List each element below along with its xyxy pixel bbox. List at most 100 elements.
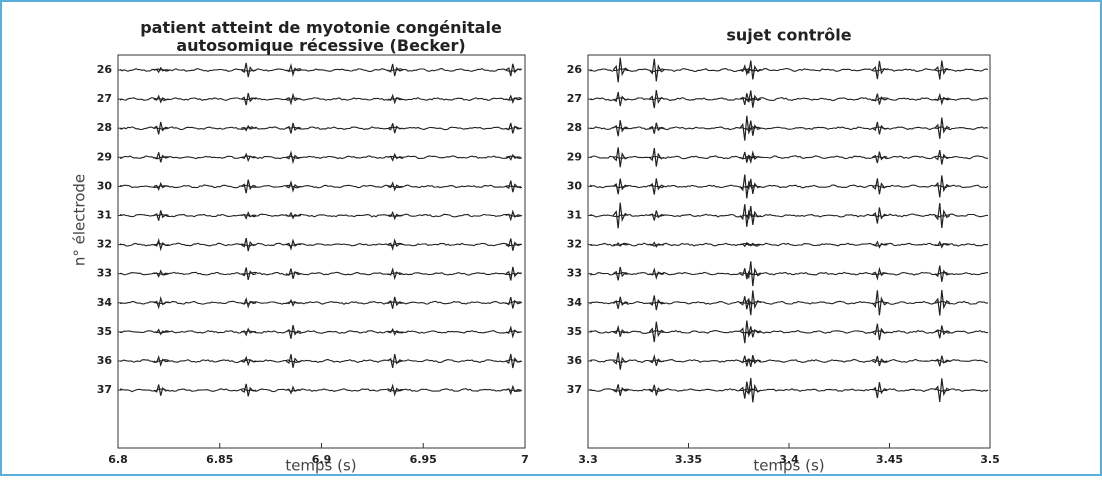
y-tick-label: 32 xyxy=(567,238,582,251)
discharge xyxy=(505,353,522,369)
y-tick-label: 37 xyxy=(567,383,582,396)
discharge xyxy=(872,207,888,224)
discharge xyxy=(745,150,761,165)
discharge xyxy=(241,327,257,337)
x-tick-label: 7 xyxy=(521,453,529,466)
discharge xyxy=(505,122,521,134)
discharge xyxy=(934,240,950,249)
discharge xyxy=(153,94,169,104)
chart-title: patient atteint de myotonie congénitale a… xyxy=(140,18,502,55)
discharge xyxy=(745,261,762,287)
y-tick-label: 26 xyxy=(567,63,583,76)
y-tick-label: 31 xyxy=(97,209,112,222)
discharge xyxy=(649,241,665,248)
y-tick-label: 34 xyxy=(97,296,113,309)
discharge xyxy=(934,60,951,80)
discharge xyxy=(872,151,888,164)
discharge xyxy=(612,178,629,195)
discharge xyxy=(153,355,169,368)
trace xyxy=(119,329,523,334)
trace xyxy=(119,213,523,218)
trace xyxy=(119,271,523,276)
trace xyxy=(589,388,989,393)
trace xyxy=(119,184,522,189)
trace xyxy=(589,242,989,247)
trace xyxy=(589,271,988,276)
discharge xyxy=(872,178,888,195)
discharge xyxy=(505,153,521,161)
discharge xyxy=(505,209,521,222)
title-line: patient atteint de myotonie congénitale xyxy=(140,18,502,37)
discharge xyxy=(505,63,521,77)
discharge xyxy=(153,152,169,163)
discharge xyxy=(934,325,950,339)
trace xyxy=(119,300,523,305)
discharge xyxy=(745,206,762,225)
x-axis-label: temps (s) xyxy=(285,457,356,475)
x-tick-label: 3.45 xyxy=(876,453,903,466)
discharge xyxy=(505,325,521,339)
y-tick-label: 27 xyxy=(567,92,582,105)
x-tick-label: 6.8 xyxy=(108,453,128,466)
discharge xyxy=(387,123,403,134)
trace xyxy=(119,242,522,247)
discharge xyxy=(285,92,302,106)
discharge xyxy=(387,152,403,162)
discharge xyxy=(612,296,629,309)
discharge xyxy=(648,178,665,195)
x-tick-label: 3.4 xyxy=(779,453,799,466)
x-tick-label: 3.5 xyxy=(980,453,1000,466)
trace xyxy=(589,213,989,218)
discharge xyxy=(872,240,888,249)
discharge xyxy=(153,238,169,252)
discharge xyxy=(153,328,169,336)
discharge xyxy=(285,180,302,193)
title-line: autosomique récessive (Becker) xyxy=(176,36,465,55)
discharge xyxy=(612,324,629,337)
x-tick-label: 6.85 xyxy=(206,453,233,466)
y-tick-label: 27 xyxy=(97,92,112,105)
discharge xyxy=(934,355,950,367)
discharge xyxy=(505,94,521,104)
trace xyxy=(589,184,989,189)
discharge xyxy=(285,62,302,78)
discharge xyxy=(285,324,302,339)
discharge xyxy=(387,327,403,336)
chart-title: sujet contrôle xyxy=(726,26,851,45)
discharge xyxy=(240,297,257,309)
discharge xyxy=(387,296,403,309)
discharge xyxy=(745,326,761,338)
discharge xyxy=(387,383,403,397)
discharge xyxy=(612,352,629,370)
discharge xyxy=(241,124,257,132)
discharge xyxy=(153,384,169,396)
discharge xyxy=(934,117,951,139)
discharge xyxy=(285,211,302,220)
discharge xyxy=(387,210,403,221)
discharge xyxy=(745,377,762,403)
discharge xyxy=(648,321,665,343)
discharge xyxy=(934,175,951,198)
x-tick-label: 6.9 xyxy=(312,453,332,466)
discharge xyxy=(612,202,629,229)
discharge xyxy=(153,296,169,310)
discharge xyxy=(649,384,665,396)
discharge xyxy=(285,385,302,395)
y-tick-label: 28 xyxy=(97,121,112,134)
discharge xyxy=(153,269,169,278)
y-tick-label: 34 xyxy=(567,296,583,309)
y-axis-label: n° électrode xyxy=(71,174,89,266)
discharge xyxy=(745,120,762,136)
trace xyxy=(119,388,523,393)
y-tick-label: 36 xyxy=(97,354,113,367)
discharge xyxy=(745,90,762,108)
discharge xyxy=(285,354,302,368)
discharge xyxy=(241,152,257,163)
discharge xyxy=(285,298,302,307)
discharge xyxy=(648,90,665,109)
discharge xyxy=(387,238,403,252)
discharge xyxy=(612,91,629,107)
discharge xyxy=(612,384,629,396)
discharge xyxy=(745,60,762,80)
